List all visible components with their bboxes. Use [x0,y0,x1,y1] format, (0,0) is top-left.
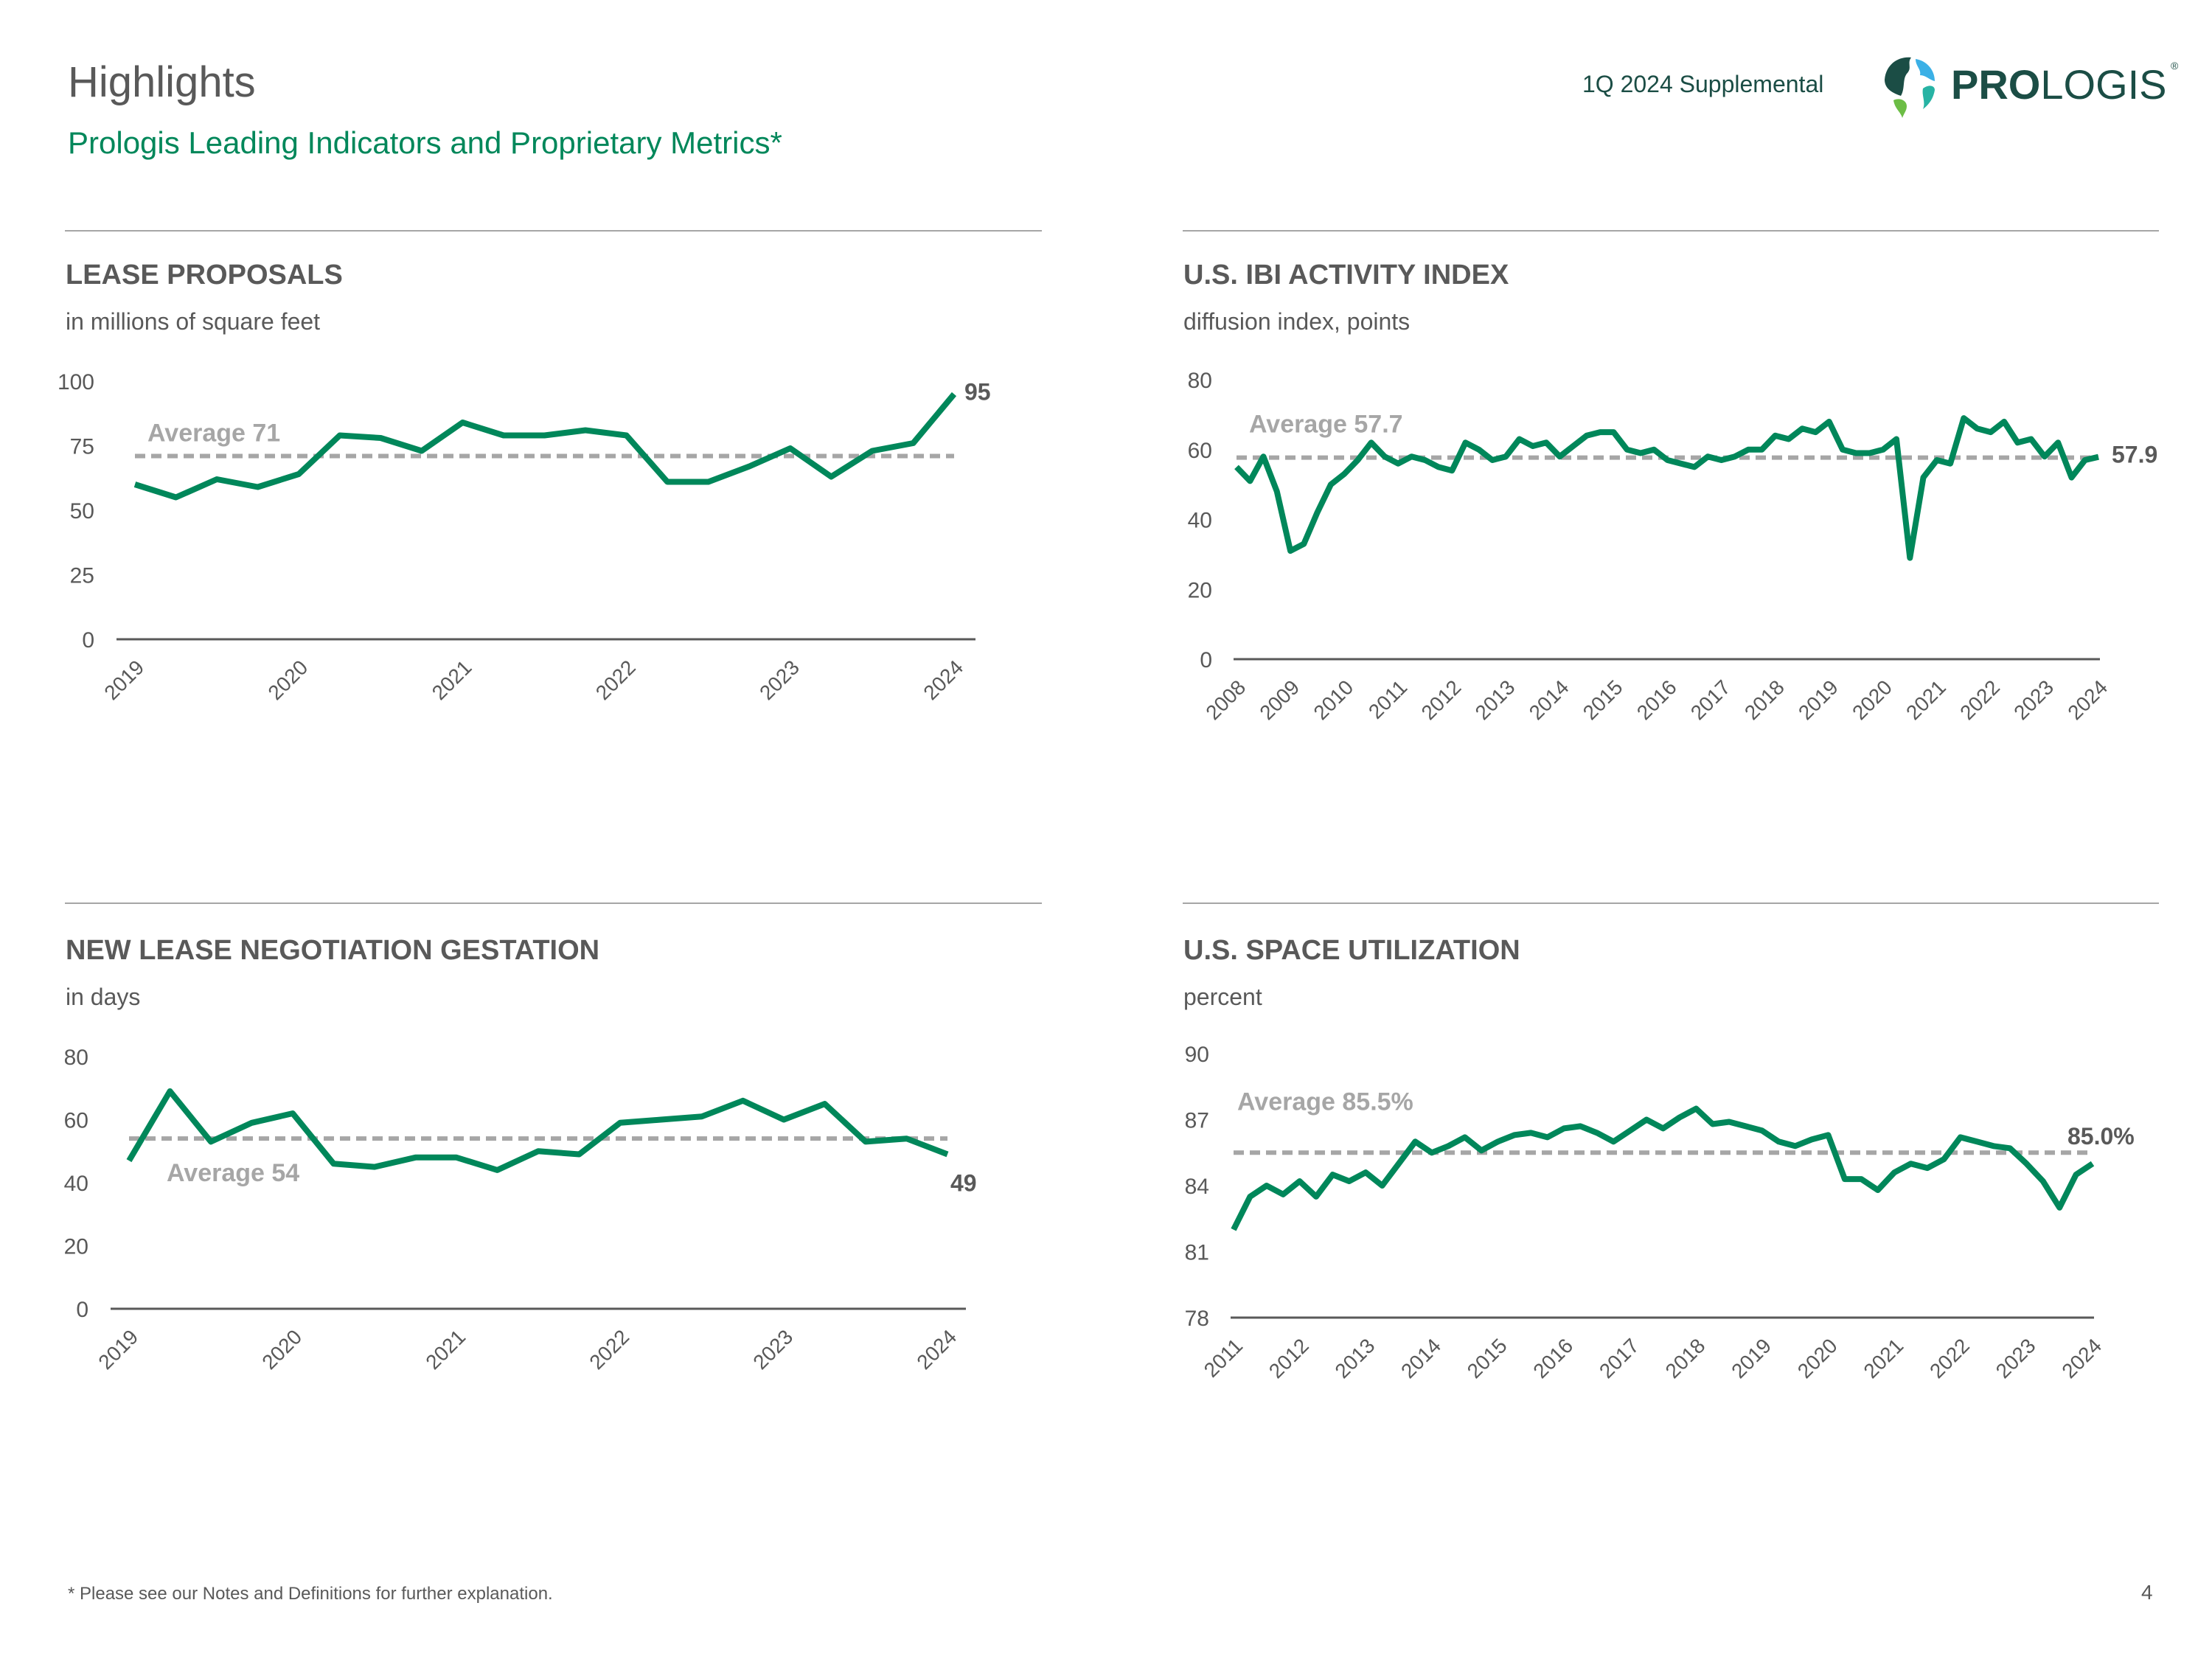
gestation-x-tick-label: 2022 [585,1325,633,1374]
ibi-activity-x-tick-label: 2015 [1579,675,1627,724]
chart-subtitle-lease-proposals: in millions of square feet [66,308,321,335]
space-utilization-end-value-label: 85.0% [2067,1123,2135,1150]
lease-proposals-x-tick-label: 2023 [755,655,804,704]
ibi-activity-x-tick-label: 2022 [1955,675,2004,724]
gestation-x-tick-label: 2019 [94,1325,142,1374]
report-label: 1Q 2024 Supplemental [1582,71,1824,97]
ibi-activity-average-label: Average 57.7 [1249,411,1403,439]
space-utilization-y-tick-label: 78 [1185,1307,1209,1331]
ibi-activity-y-tick-label: 40 [1188,509,1212,533]
ibi-activity-x-tick-label: 2012 [1417,675,1466,724]
footnote: * Please see our Notes and Definitions f… [68,1584,553,1604]
svg-text:PROLOGIS: PROLOGIS [1951,61,2167,108]
ibi-activity-y-tick-label: 60 [1188,439,1212,463]
space-utilization-x-tick-label: 2017 [1595,1334,1644,1382]
space-utilization-x-tick-label: 2015 [1463,1334,1512,1382]
gestation-y-tick-label: 60 [64,1109,88,1133]
space-utilization-y-tick-label: 81 [1185,1241,1209,1265]
gestation-series-line [126,1088,949,1173]
prologis-logo: PROLOGIS ® [1885,57,2179,118]
space-utilization-x-tick-label: 2020 [1793,1334,1842,1382]
lease-proposals-average-label: Average 71 [147,420,280,448]
space-utilization-series-line [1231,1105,2095,1231]
gestation-x-tick-label: 2024 [912,1325,961,1374]
space-utilization-x-tick-label: 2021 [1859,1334,1907,1382]
ibi-activity-y-tick-label: 80 [1188,369,1212,393]
gestation-average-label: Average 54 [167,1159,299,1187]
ibi-activity-x-tick-label: 2014 [1525,675,1573,724]
page-subtitle: Prologis Leading Indicators and Propriet… [68,125,782,160]
space-utilization-x-tick-label: 2024 [2057,1334,2106,1382]
gestation-y-tick-label: 20 [64,1235,88,1259]
ibi-activity-x-tick-label: 2011 [1364,675,1412,723]
gestation-x-tick-label: 2020 [257,1325,306,1374]
gestation-y-tick-label: 40 [64,1172,88,1196]
ibi-activity-x-tick-label: 2021 [1902,675,1950,724]
space-utilization-x-tick-label: 2023 [1992,1334,2040,1382]
ibi-activity-end-value-label: 57.9 [2112,442,2157,468]
space-utilization-y-tick-label: 90 [1185,1043,1209,1067]
lease-proposals-x-tick-label: 2021 [428,655,476,704]
lease-proposals-end-value-label: 95 [964,379,991,406]
space-utilization-x-tick-label: 2016 [1528,1334,1577,1382]
space-utilization-x-tick-label: 2022 [1925,1334,1974,1382]
page-number: 4 [2141,1581,2153,1604]
ibi-activity-x-tick-label: 2020 [1848,675,1896,724]
space-utilization-x-tick-label: 2013 [1331,1334,1380,1382]
space-utilization-x-tick-label: 2014 [1397,1334,1445,1382]
gestation-end-value-label: 49 [950,1170,977,1197]
lease-proposals-y-tick-label: 25 [70,564,94,588]
space-utilization-y-tick-label: 87 [1185,1109,1209,1133]
space-utilization-x-tick-label: 2019 [1727,1334,1775,1382]
ibi-activity-x-tick-label: 2018 [1740,675,1789,724]
chart-subtitle-gestation: in days [66,984,141,1010]
chart-title-ibi-activity: U.S. IBI ACTIVITY INDEX [1183,260,1509,291]
lease-proposals-y-tick-label: 0 [82,628,94,653]
space-utilization-x-tick-label: 2012 [1265,1334,1313,1382]
gestation-x-tick-label: 2021 [421,1325,470,1374]
ibi-activity-y-tick-label: 20 [1188,578,1212,602]
chart-title-gestation: NEW LEASE NEGOTIATION GESTATION [66,935,600,966]
gestation-y-tick-label: 0 [76,1298,88,1322]
lease-proposals-x-tick-label: 2019 [100,655,148,704]
lease-proposals-x-tick-label: 2022 [591,655,640,704]
space-utilization-y-tick-label: 84 [1185,1175,1209,1199]
globe-icon [1885,57,1935,118]
lease-proposals-x-tick-label: 2024 [919,655,967,704]
svg-text:®: ® [2171,60,2179,72]
lease-proposals-y-tick-label: 75 [70,435,94,459]
ibi-activity-x-tick-label: 2024 [2063,675,2112,724]
ibi-activity-x-tick-label: 2010 [1309,675,1357,724]
chart-title-space-utilization: U.S. SPACE UTILIZATION [1183,935,1520,966]
ibi-activity-y-tick-label: 0 [1200,648,1212,672]
lease-proposals-y-tick-label: 100 [58,370,94,394]
space-utilization-x-tick-label: 2018 [1661,1334,1710,1382]
ibi-activity-x-tick-label: 2008 [1201,675,1250,724]
space-utilization-x-tick-label: 2011 [1200,1334,1248,1382]
lease-proposals-x-tick-label: 2020 [263,655,312,704]
ibi-activity-x-tick-label: 2023 [2009,675,2058,724]
ibi-activity-x-tick-label: 2013 [1471,675,1520,724]
divider-top-right [1183,230,2159,232]
gestation-x-tick-label: 2023 [748,1325,797,1374]
ibi-activity-x-tick-label: 2017 [1686,675,1735,724]
gestation-y-tick-label: 80 [64,1046,88,1070]
page-title: Highlights [68,58,256,106]
divider-bottom-left [65,902,1042,904]
chart-title-lease-proposals: LEASE PROPOSALS [66,260,343,291]
lease-proposals-series-line [133,392,957,501]
chart-subtitle-space-utilization: percent [1183,984,1262,1010]
ibi-activity-x-tick-label: 2016 [1632,675,1681,724]
chart-subtitle-ibi-activity: diffusion index, points [1183,308,1411,335]
ibi-activity-x-tick-label: 2019 [1794,675,1843,724]
divider-top-left [65,230,1042,232]
lease-proposals-y-tick-label: 50 [70,499,94,524]
ibi-activity-series-line [1234,415,2099,561]
ibi-activity-x-tick-label: 2009 [1255,675,1304,724]
divider-bottom-right [1183,902,2159,904]
space-utilization-average-label: Average 85.5% [1237,1088,1413,1116]
